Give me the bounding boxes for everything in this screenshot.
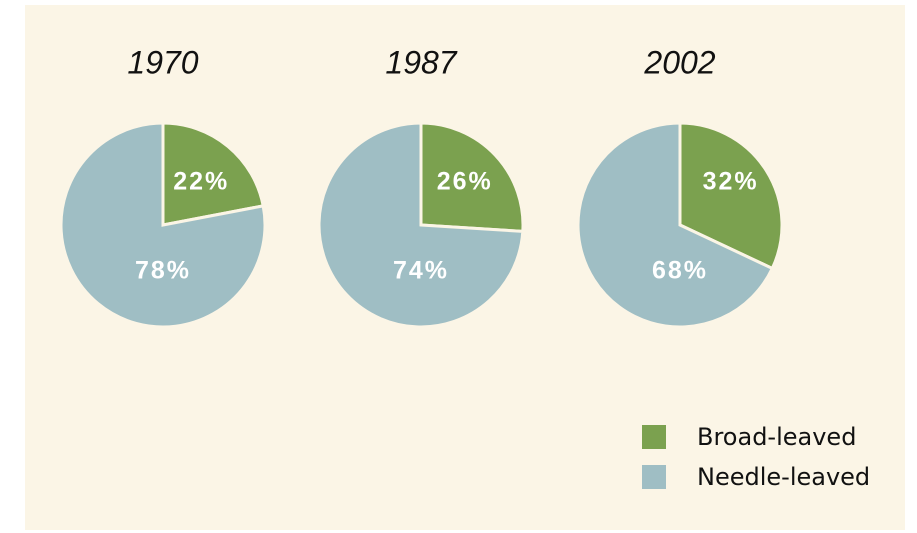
- legend-swatch: [642, 465, 666, 489]
- pie-slice: [419, 121, 525, 233]
- value-label: 22%: [173, 168, 229, 196]
- value-label: 74%: [393, 257, 449, 285]
- legend-label: Needle-leaved: [697, 463, 870, 491]
- pie-slice: [678, 121, 784, 271]
- value-label: 26%: [437, 168, 493, 196]
- pie-slice: [317, 121, 525, 329]
- legend-label: Broad-leaved: [697, 423, 856, 451]
- value-label: 78%: [135, 257, 191, 285]
- pie-title: 1987: [385, 44, 457, 80]
- value-label: 68%: [652, 257, 708, 285]
- legend-swatch: [642, 425, 666, 449]
- pie-title: 1970: [127, 44, 198, 80]
- pie-slice: [59, 121, 267, 329]
- pie-slice: [576, 121, 775, 329]
- pie-title: 2002: [643, 44, 715, 80]
- value-label: 32%: [703, 168, 759, 196]
- pie-slice: [161, 121, 265, 227]
